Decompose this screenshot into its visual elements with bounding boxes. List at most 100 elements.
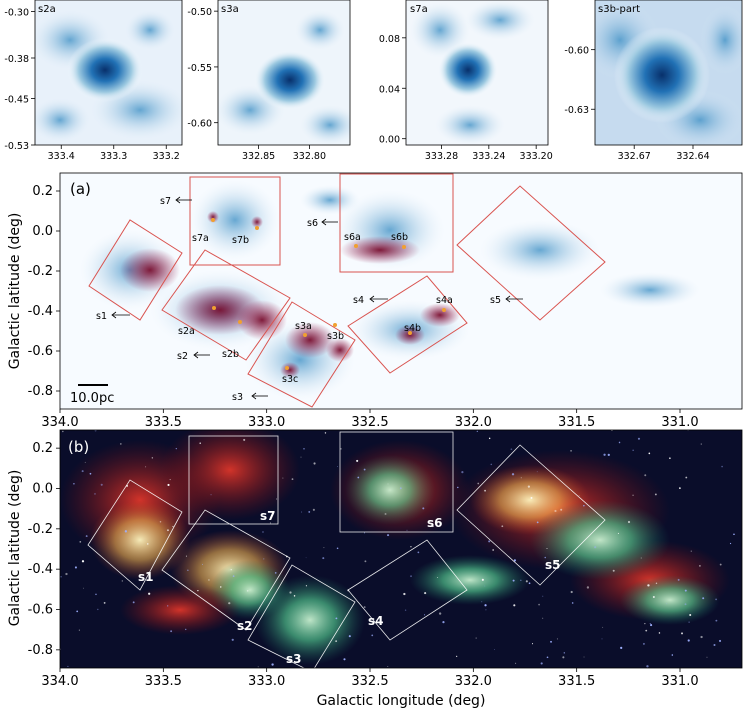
star [540, 662, 543, 665]
panel-b-x-ticks: 334.0 333.5 333.0 332.5 332.0 331.5 331.0 [41, 668, 699, 689]
star [159, 520, 162, 523]
star [336, 547, 339, 550]
inset-s3a: s3a 332.85 332.80 -0.50 -0.55 -0.60 [187, 0, 351, 162]
x-tick-label: 332.80 [293, 151, 326, 162]
star [536, 521, 539, 524]
star [527, 485, 530, 488]
star [700, 443, 702, 445]
clump-marker [408, 331, 412, 335]
clump-label-s2b: s2b [222, 349, 239, 360]
star [424, 614, 426, 616]
inset-y-ticks: -0.30 -0.38 -0.45 -0.53 [4, 8, 35, 152]
star [647, 584, 650, 587]
star [512, 579, 515, 582]
scale-bar-label: 10.0pc [70, 391, 114, 406]
panel-label: (b) [68, 438, 89, 456]
star [542, 595, 544, 597]
panel-b-ylabel: Galactic latitude (deg) [7, 470, 23, 627]
star [387, 483, 389, 485]
x-tick-label: 331.0 [661, 415, 698, 430]
inset-x-ticks: 333.4 333.3 333.2 [48, 145, 180, 162]
star [73, 482, 75, 485]
star [618, 441, 621, 444]
star [303, 448, 305, 450]
y-tick-label: -0.53 [4, 141, 29, 152]
star [387, 534, 390, 537]
star [689, 614, 692, 617]
clump-marker [402, 245, 406, 249]
star [322, 557, 325, 560]
star [335, 617, 338, 620]
star [364, 532, 366, 534]
clump-label-s2a: s2a [178, 326, 195, 337]
star [166, 529, 169, 532]
star [603, 453, 606, 456]
y-tick-label: -0.60 [564, 46, 589, 57]
star [269, 522, 271, 524]
star-field [60, 430, 735, 668]
star [632, 494, 634, 496]
star [684, 603, 687, 606]
star [669, 457, 671, 459]
x-tick-label: 332.0 [455, 415, 492, 430]
star [637, 437, 641, 440]
star [601, 638, 603, 640]
y-tick-label: -0.60 [187, 119, 212, 130]
x-tick-label: 331.0 [661, 674, 698, 689]
panel-a-ylabel: Galactic latitude (deg) [7, 213, 23, 370]
star [702, 597, 705, 600]
star [719, 563, 722, 566]
clump-label-s7b: s7b [232, 235, 249, 246]
star [560, 508, 563, 511]
star [282, 477, 284, 479]
star [312, 508, 315, 511]
star [357, 476, 360, 479]
star [721, 465, 723, 468]
region-box-s3 [247, 564, 356, 668]
star [60, 576, 62, 578]
star [438, 612, 442, 615]
x-tick-label: 333.0 [248, 674, 285, 689]
region-label-s1: s1 [96, 311, 107, 322]
x-tick-label: 333.5 [145, 415, 182, 430]
panel-a: (a) 10.0pc s1 s2 s3 s4 s5 s6 s7 s7a s7b … [7, 172, 743, 430]
star [210, 494, 212, 496]
star [363, 606, 366, 609]
inset-x-ticks: 332.85 332.80 [242, 145, 326, 162]
star [671, 654, 674, 656]
region-box-s2 [161, 509, 291, 631]
star [274, 572, 277, 574]
star [263, 558, 265, 560]
star [246, 590, 249, 592]
inset-x-ticks: 333.28 333.24 333.20 [425, 145, 553, 162]
y-tick-label: -0.8 [28, 643, 53, 658]
star [645, 629, 648, 632]
star [228, 602, 231, 605]
star [94, 493, 96, 495]
star [301, 511, 303, 513]
star [170, 630, 173, 633]
y-tick-label: -0.50 [187, 7, 212, 18]
star [417, 551, 420, 554]
x-tick-label: 333.20 [520, 151, 553, 162]
star [199, 442, 201, 444]
star [432, 525, 434, 528]
panel-b: (b) s1 s2 s3 s4 s5 s6 s7 334.0 333.5 333.0… [7, 429, 743, 709]
clump-marker [238, 320, 242, 324]
y-tick-label: -0.4 [28, 304, 53, 319]
inset-y-ticks: -0.60 -0.63 [564, 46, 595, 116]
star [363, 468, 366, 471]
star [197, 590, 199, 592]
star [652, 595, 655, 598]
star [488, 540, 491, 543]
region-box-s2 [161, 249, 291, 361]
star [681, 632, 684, 635]
star [648, 452, 651, 455]
star [677, 578, 680, 581]
clump-marker [211, 218, 215, 222]
star [578, 495, 580, 496]
y-tick-label: -0.38 [4, 54, 29, 65]
clump-marker [442, 308, 446, 312]
star [271, 663, 274, 666]
star [612, 569, 615, 572]
